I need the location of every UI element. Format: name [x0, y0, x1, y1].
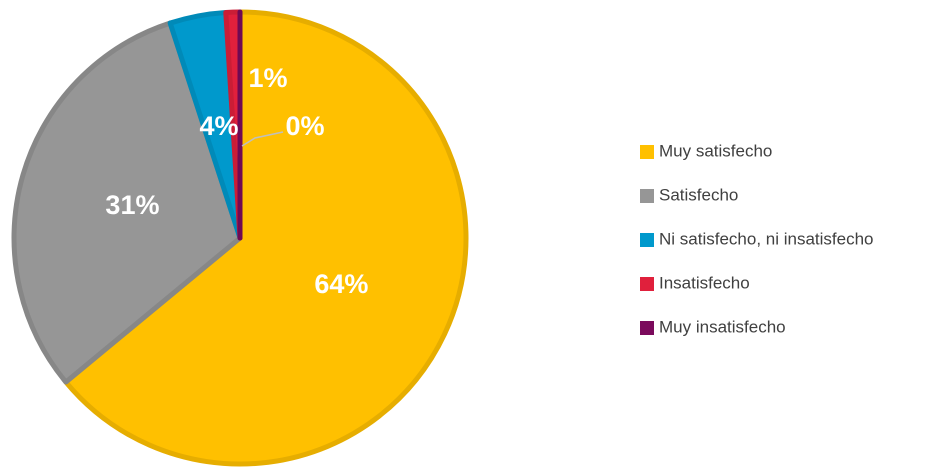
data-label: 0% [285, 111, 324, 141]
data-label: 1% [248, 63, 287, 93]
pie-slice [11, 20, 243, 385]
legend-swatch [640, 189, 654, 203]
data-label: 4% [199, 111, 238, 141]
legend-swatch [640, 233, 654, 247]
legend-label: Satisfecho [659, 185, 738, 204]
data-label: 64% [314, 269, 368, 299]
legend-label: Muy satisfecho [659, 141, 772, 160]
legend-swatch [640, 321, 654, 335]
pie-slice [63, 9, 469, 467]
legend-swatch [640, 145, 654, 159]
legend-swatch [640, 277, 654, 291]
legend-label: Insatisfecho [659, 273, 750, 292]
leader-line [241, 131, 284, 147]
legend-label: Ni satisfecho, ni insatisfecho [659, 229, 874, 248]
data-label: 31% [105, 190, 159, 220]
legend-label: Muy insatisfecho [659, 317, 786, 336]
